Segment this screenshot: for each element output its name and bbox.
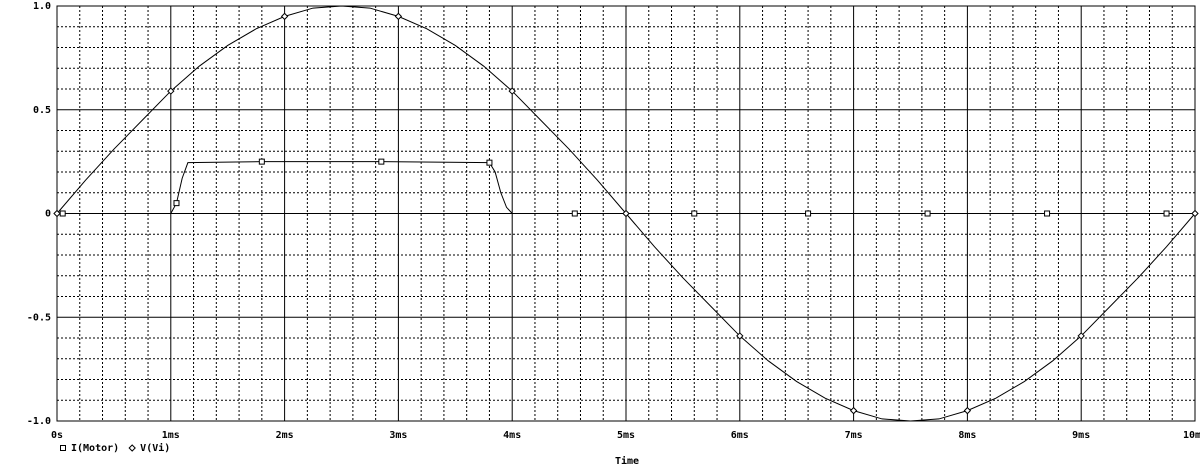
y-tick-label: 0.5 xyxy=(33,105,51,116)
x-axis-label: Time xyxy=(615,455,639,467)
x-tick-label: 8ms xyxy=(958,430,976,441)
legend-label: V(Vi) xyxy=(140,442,170,454)
x-tick-label: 0s xyxy=(51,430,63,441)
marker xyxy=(1077,332,1085,340)
x-tick-label: 9ms xyxy=(1072,430,1090,441)
x-tick-label: 3ms xyxy=(389,430,407,441)
marker xyxy=(1163,210,1170,217)
y-tick-label: -0.5 xyxy=(27,312,51,323)
marker xyxy=(849,406,858,415)
x-tick-label: 1ms xyxy=(162,430,180,441)
marker xyxy=(280,12,289,21)
marker xyxy=(571,210,578,217)
marker xyxy=(622,209,630,218)
marker xyxy=(394,12,403,21)
marker xyxy=(486,159,493,166)
marker xyxy=(805,210,812,217)
marker xyxy=(53,209,61,218)
marker xyxy=(508,87,516,95)
legend-marker xyxy=(128,444,136,452)
marker xyxy=(258,158,265,165)
marker xyxy=(924,210,931,217)
x-tick-label: 6ms xyxy=(731,430,749,441)
marker xyxy=(173,200,180,207)
marker xyxy=(691,210,698,217)
x-tick-label: 2ms xyxy=(276,430,294,441)
legend-marker xyxy=(60,445,66,451)
x-tick-label: 10ms xyxy=(1183,430,1200,441)
x-tick-label: 7ms xyxy=(845,430,863,441)
y-tick-label: 1.0 xyxy=(33,1,51,12)
y-tick-label: 0 xyxy=(45,209,51,220)
marker xyxy=(1044,210,1051,217)
x-tick-label: 4ms xyxy=(503,430,521,441)
marker xyxy=(736,332,744,340)
x-tick-label: 5ms xyxy=(617,430,635,441)
marker xyxy=(167,87,175,95)
legend-label: I(Motor) xyxy=(71,443,119,454)
marker xyxy=(59,210,66,217)
marker xyxy=(1191,209,1199,218)
marker xyxy=(963,406,972,415)
y-tick-label: -1.0 xyxy=(27,416,51,427)
line xyxy=(57,161,1195,214)
marker xyxy=(378,158,385,165)
